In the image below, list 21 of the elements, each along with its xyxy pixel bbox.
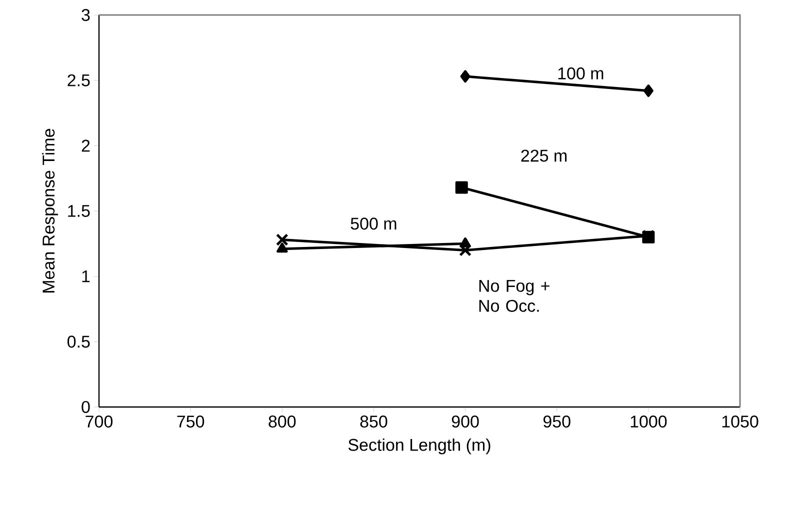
series-label: No Fog + No Occ. [479, 280, 550, 312]
y-tick-label: 0 [82, 400, 90, 414]
y-tick-label: 0.5 [67, 336, 90, 348]
x-tick-label: 800 [268, 416, 296, 428]
x-tick-label: 1000 [630, 416, 667, 428]
x-tick-label: 700 [86, 416, 113, 428]
x-axis-title: Section Length (m) [348, 438, 490, 454]
y-tick-label: 2 [82, 140, 90, 152]
series-label: 100 m [558, 67, 604, 80]
x-tick-label: 950 [543, 416, 570, 428]
y-axis-title: Mean Response Time [42, 128, 58, 292]
x-tick-label: 750 [177, 416, 204, 428]
y-tick-label: 1.5 [68, 205, 90, 217]
y-tick-label: 2.5 [68, 74, 90, 86]
series-label: 500 m [350, 218, 396, 230]
x-tick-label: 850 [360, 416, 388, 428]
text: 225 m [521, 150, 567, 162]
x-tick-label: 1050 [722, 416, 758, 428]
y-tick-label: 1 [82, 270, 90, 282]
y-tick-label: 3 [82, 8, 90, 22]
x-tick-label: 900 [452, 416, 479, 428]
